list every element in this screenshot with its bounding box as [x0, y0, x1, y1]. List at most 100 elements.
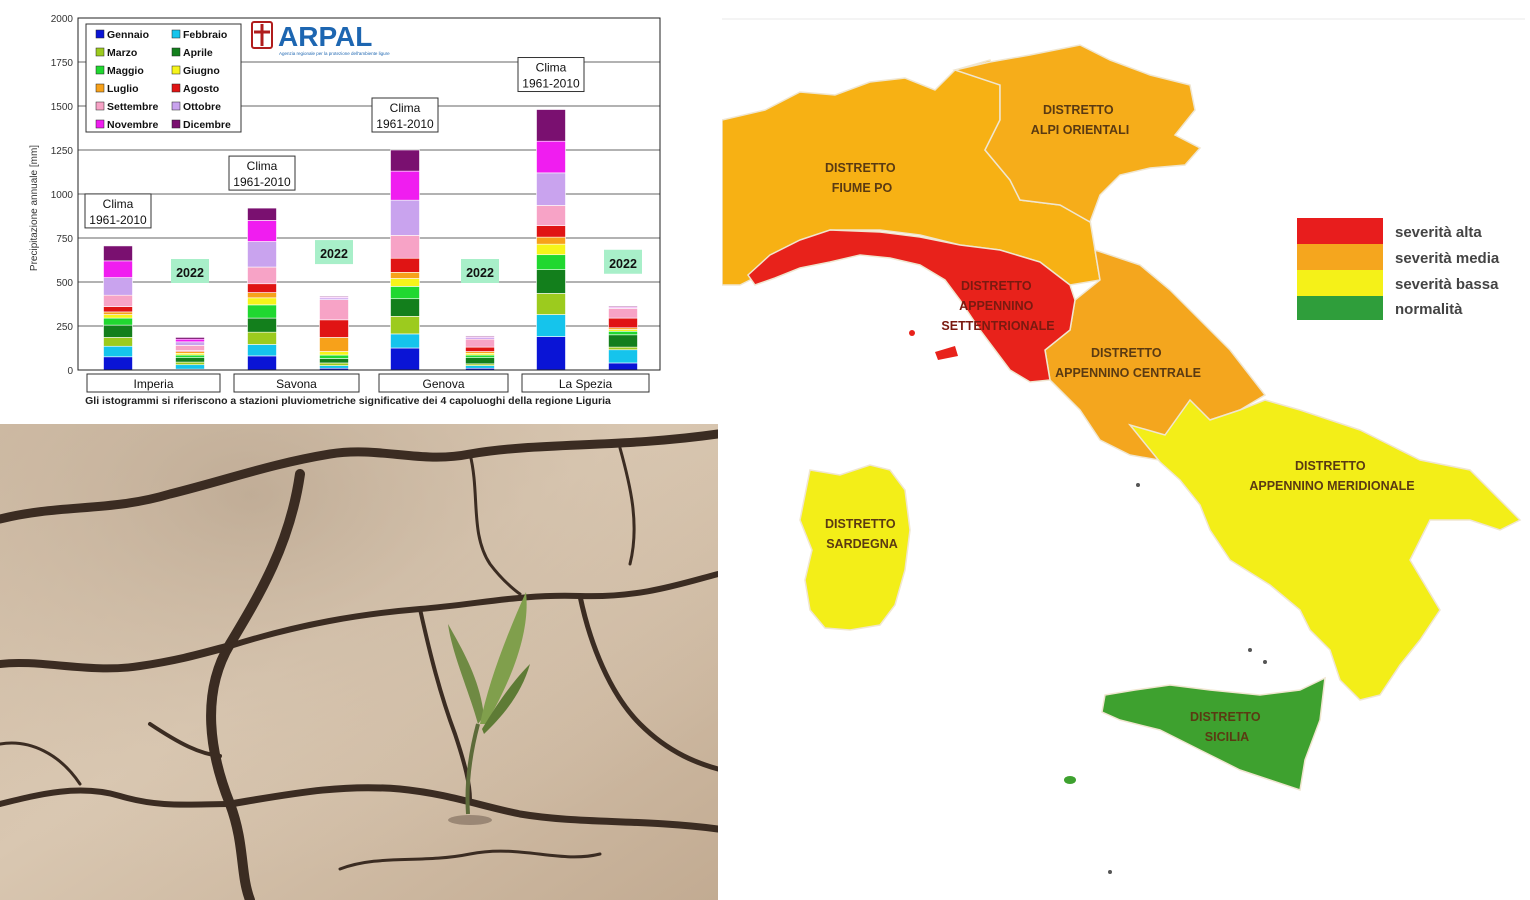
italy-district-map: DISTRETTO ALPI ORIENTALI DISTRETTO FIUME…	[722, 18, 1525, 874]
year-badge: 2022	[176, 266, 204, 280]
arpal-logo: ARPAL Agenzia regionale per la protezion…	[251, 21, 390, 56]
bar-segment-gennaio	[247, 355, 277, 371]
bar-segment-dicembre	[247, 207, 277, 221]
legend-entry: Ottobre	[183, 101, 221, 113]
legend-swatch	[95, 65, 105, 75]
bar-segment-gennaio	[390, 347, 420, 371]
legend-swatch	[95, 119, 105, 129]
clima-period: 1961-2010	[89, 213, 147, 227]
bar-segment-febbraio	[103, 345, 133, 358]
bar-segment-settembre	[175, 345, 205, 351]
bar-segment-novembre	[390, 170, 420, 201]
y-tick-label: 2000	[51, 14, 74, 25]
bar-segment-marzo	[608, 346, 638, 351]
bar-segment-agosto	[319, 319, 349, 338]
bar-segment-settembre	[465, 338, 495, 348]
chart-caption: Gli istogrammi si riferiscono a stazioni…	[85, 395, 611, 407]
y-tick-label: 0	[67, 366, 73, 377]
x-tick-label: Savona	[276, 377, 317, 391]
year-badge-bg	[315, 240, 353, 265]
legend-swatch	[171, 65, 181, 75]
city-box	[86, 373, 221, 393]
y-tick-label: 1250	[51, 146, 74, 157]
bar-segment-gennaio	[536, 336, 566, 371]
bar-segment-marzo	[390, 316, 420, 335]
year-badge-bg	[461, 259, 499, 283]
bar-segment-novembre	[536, 140, 566, 174]
y-tick-label: 1000	[51, 190, 74, 201]
bar-segment-febbraio	[536, 314, 566, 337]
plot-frame	[77, 17, 661, 371]
bar-segment-marzo	[175, 361, 205, 366]
bar-segment-dicembre	[536, 109, 566, 142]
legend-label-bassa: severità bassa	[1395, 276, 1499, 293]
bar-segment-novembre	[103, 260, 133, 278]
x-tick-label: Genova	[422, 377, 464, 391]
y-tick-label: 250	[56, 322, 73, 333]
bar-segment-giugno	[319, 351, 349, 356]
clima-label: Clima	[103, 197, 134, 211]
district-label-sardegna: DISTRETTO SARDEGNA	[825, 517, 899, 551]
city-box	[378, 373, 509, 393]
bar-segment-marzo	[536, 293, 566, 315]
year-badge: 2022	[320, 247, 348, 261]
bar-segment-giugno	[536, 243, 566, 256]
legend-entry: Marzo	[107, 47, 137, 59]
bar-segment-febbraio	[465, 365, 495, 369]
drought-photo	[0, 424, 718, 900]
legend-entry: Aprile	[183, 47, 213, 59]
district-label-sicilia: DISTRETTO SICILIA	[1190, 710, 1264, 744]
bar-segment-aprile	[390, 298, 420, 317]
clima-label: Clima	[247, 159, 278, 173]
city-box	[233, 373, 360, 393]
x-tick-label: Imperia	[133, 377, 173, 391]
year-badge: 2022	[609, 257, 637, 271]
y-tick-label: 750	[56, 234, 73, 245]
legend-swatch	[171, 29, 181, 39]
bar-segment-marzo	[103, 337, 133, 347]
bar-segment-marzo	[247, 331, 277, 345]
logo-text: ARPAL	[278, 21, 372, 52]
legend-swatch	[95, 83, 105, 93]
year-badge-bg	[604, 249, 642, 274]
bar-segment-gennaio	[103, 356, 133, 371]
y-axis-label: Precipitazione annuale [mm]	[29, 145, 40, 271]
precipitation-chart-panel: 0 250 500 750 1000 1250 1500 1750 2000 Clima 1961-…	[0, 0, 718, 420]
clima-period: 1961-2010	[376, 117, 434, 131]
legend-swatch	[171, 83, 181, 93]
bar-segment-gennaio	[608, 362, 638, 371]
legend-swatch-bassa	[1297, 270, 1383, 296]
year-badge: 2022	[466, 266, 494, 280]
bar-segment-giugno	[390, 278, 420, 287]
bar-segment-marzo	[319, 362, 349, 366]
legend-swatch	[171, 101, 181, 111]
district-label-appennino-centrale: DISTRETTO APPENNINO CENTRALE	[1055, 346, 1201, 380]
district-alpi-orientali-shape	[952, 44, 1202, 224]
chart-legend: Gennaio Febbraio Marzo Aprile Maggio Giugno Lu…	[85, 23, 242, 133]
district-label-fiume-po: DISTRETTO FIUME PO	[825, 161, 899, 195]
y-tick-label: 1750	[51, 58, 74, 69]
bar-segment-settembre	[536, 205, 566, 226]
bar-segment-dicembre	[465, 335, 495, 337]
legend-swatch	[95, 47, 105, 57]
bar-segment-luglio	[390, 272, 420, 279]
bar-segment-maggio	[536, 254, 566, 270]
clima-box	[517, 57, 585, 93]
bar-segment-agosto	[536, 225, 566, 238]
legend-swatch-normalita	[1297, 296, 1383, 320]
bar-segment-agosto	[465, 346, 495, 352]
bar-segment-febbraio	[175, 364, 205, 370]
clima-period: 1961-2010	[233, 175, 291, 189]
bar-segment-maggio	[175, 354, 205, 358]
legend-entry: Febbraio	[183, 29, 227, 41]
bar-segment-ottobre	[390, 199, 420, 236]
bar-segment-settembre	[319, 299, 349, 321]
legend-entry: Maggio	[107, 65, 144, 77]
bar-segment-dicembre	[319, 295, 349, 298]
precipitation-chart: 0 250 500 750 1000 1250 1500 1750 2000 Clima 1961-…	[29, 14, 661, 407]
legend-entry: Dicembre	[183, 119, 231, 131]
bar-segment-ottobre	[103, 277, 133, 296]
clima-box	[371, 97, 439, 133]
legend-swatch-media	[1297, 244, 1383, 270]
bar-segment-dicembre	[608, 305, 638, 307]
